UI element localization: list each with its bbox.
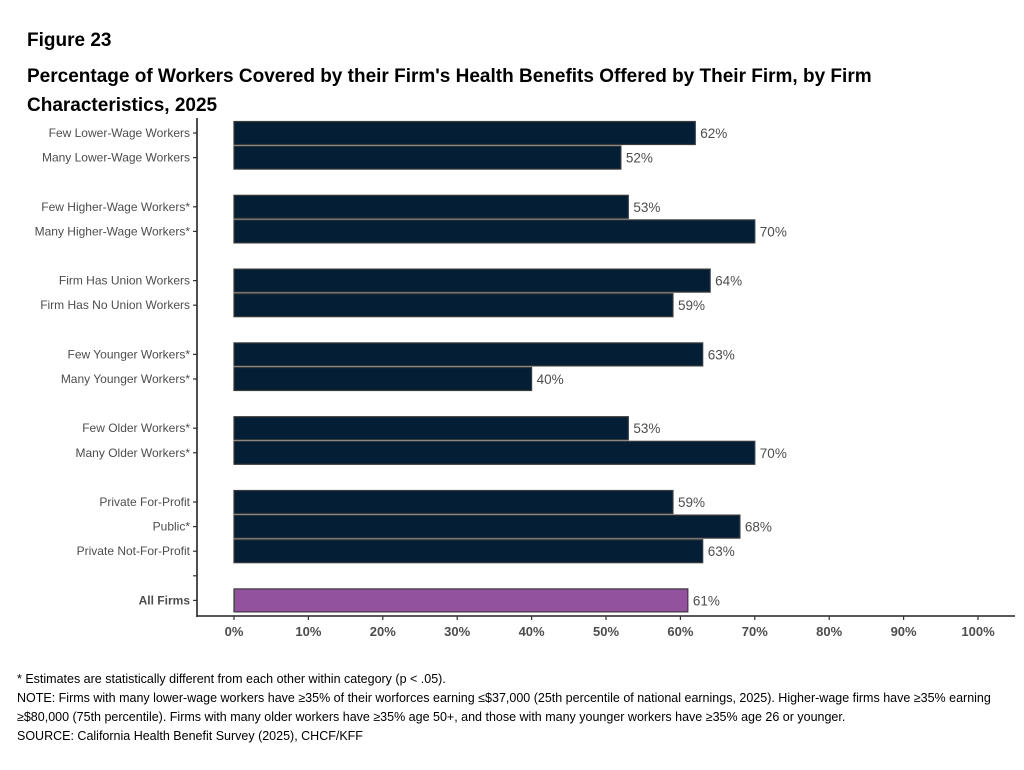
data-label: 53% (633, 200, 660, 215)
x-tick-label: 90% (891, 624, 917, 639)
definition-note: NOTE: Firms with many lower-wage workers… (17, 691, 991, 724)
y-tick-label: Private For-Profit (99, 495, 190, 509)
bar (233, 514, 741, 539)
data-label: 53% (633, 421, 660, 436)
bar (233, 366, 533, 392)
data-label: 63% (708, 544, 735, 559)
bar (233, 489, 674, 515)
data-label: 59% (678, 495, 705, 510)
y-tick-label: All Firms (139, 593, 191, 607)
x-tick-label: 40% (519, 624, 545, 639)
data-label: 59% (678, 298, 705, 313)
bar (233, 293, 674, 318)
y-tick-label: Many Lower-Wage Workers (42, 151, 190, 165)
bar (233, 342, 704, 367)
y-tick-label: Many Younger Workers* (61, 372, 191, 386)
bar (233, 588, 689, 613)
x-tick-label: 0% (225, 624, 244, 639)
significance-note: * Estimates are statistically different … (17, 672, 446, 686)
x-tick-label: 70% (742, 624, 768, 639)
notes: * Estimates are statistically different … (17, 670, 1007, 746)
figure-label: Figure 23 (27, 30, 112, 51)
bar (233, 268, 711, 293)
bar (233, 539, 704, 564)
y-tick-label: Few Older Workers* (82, 421, 190, 435)
data-label: 70% (760, 446, 787, 461)
bar (233, 416, 629, 441)
y-tick-label: Many Higher-Wage Workers* (35, 224, 191, 238)
data-label: 70% (760, 224, 787, 239)
source-note: SOURCE: California Health Benefit Survey… (17, 729, 363, 743)
bar (233, 194, 629, 219)
x-tick-label: 50% (593, 624, 619, 639)
y-tick-label: Private Not-For-Profit (77, 544, 191, 558)
data-label: 61% (693, 593, 720, 608)
x-tick-label: 60% (667, 624, 693, 639)
x-tick-label: 100% (961, 624, 995, 639)
bar-chart: 62% Few Lower-Wage Workers 52% Many Lower-W… (35, 118, 1015, 639)
data-label: 68% (745, 520, 772, 535)
x-tick-label: 10% (295, 624, 321, 639)
y-tick-label: Firm Has No Union Workers (40, 298, 190, 312)
y-tick-label: Firm Has Union Workers (59, 274, 190, 288)
data-label: 40% (537, 372, 564, 387)
bar (233, 120, 696, 146)
x-tick-label: 20% (370, 624, 396, 639)
y-tick-label: Many Older Workers* (76, 446, 191, 460)
y-tick-label: Public* (153, 520, 191, 534)
chart-title: Percentage of Workers Covered by their F… (27, 66, 872, 116)
bar (233, 440, 756, 465)
x-tick-label: 30% (444, 624, 470, 639)
data-label: 64% (715, 274, 742, 289)
data-label: 52% (626, 151, 653, 166)
y-tick-label: Few Younger Workers* (67, 347, 190, 361)
bar (233, 219, 756, 244)
data-label: 62% (700, 126, 727, 141)
y-tick-label: Few Higher-Wage Workers* (41, 200, 190, 214)
data-label: 63% (708, 347, 735, 362)
bar (233, 145, 622, 170)
x-tick-label: 80% (816, 624, 842, 639)
y-tick-label: Few Lower-Wage Workers (49, 126, 190, 140)
